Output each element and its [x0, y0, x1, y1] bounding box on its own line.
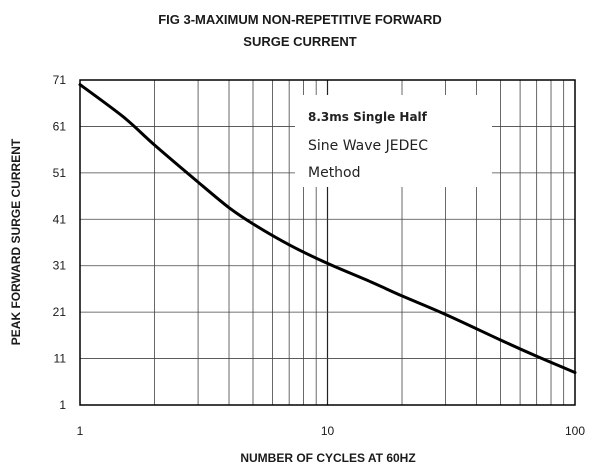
annotation-line3: Method: [308, 165, 361, 181]
y-tick-label: 71: [53, 73, 67, 87]
y-tick-label: 41: [53, 212, 67, 226]
x-tick-label: 10: [321, 424, 335, 438]
chart-title-line2: SURGE CURRENT: [243, 34, 356, 49]
y-tick-label: 31: [53, 259, 67, 273]
x-tick-label: 100: [565, 424, 585, 438]
x-axis-label: NUMBER OF CYCLES AT 60HZ: [240, 451, 415, 465]
y-axis-label: PEAK FORWARD SURGE CURRENT: [9, 138, 23, 345]
y-tick-label: 61: [53, 119, 67, 133]
surge-current-curve: [78, 83, 577, 374]
annotation-box: [295, 95, 492, 187]
y-tick-label: 11: [54, 352, 67, 366]
annotation-line1: 8.3ms Single Half: [308, 110, 428, 124]
y-tick-label: 51: [53, 166, 67, 180]
y-tick-label: 21: [53, 305, 67, 319]
plot-area-frame: [79, 79, 576, 406]
y-tick-label: 1: [59, 398, 66, 412]
x-tick-labels: 1 10 100: [77, 424, 586, 438]
chart-title-line1: FIG 3-MAXIMUM NON-REPETITIVE FORWARD: [158, 12, 442, 27]
x-tick-label: 1: [77, 424, 84, 438]
annotation-line2: Sine Wave JEDEC: [308, 138, 428, 154]
